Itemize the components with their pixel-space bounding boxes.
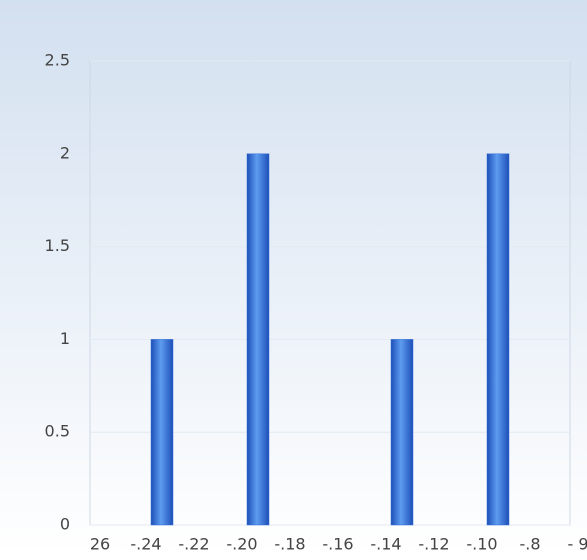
y-tick-label: 0.5 <box>45 422 70 441</box>
y-tick-label: 2.5 <box>45 51 70 70</box>
x-tick-label: -.8 <box>519 535 540 554</box>
x-tick-label: -.22 <box>178 535 209 554</box>
y-tick-label: 1 <box>60 329 70 348</box>
x-tick-label: -.18 <box>274 535 305 554</box>
bar <box>486 153 510 526</box>
x-tick-label: -.24 <box>130 535 161 554</box>
y-tick-label: 0 <box>60 515 70 534</box>
x-tick-label: -.14 <box>370 535 401 554</box>
x-tick-label: -.16 <box>322 535 353 554</box>
y-tick-label: 1.5 <box>45 236 70 255</box>
bar <box>390 339 414 526</box>
x-tick-label: -.10 <box>466 535 497 554</box>
y-tick-label: 2 <box>60 143 70 162</box>
x-tick-label: -.12 <box>418 535 449 554</box>
x-tick-label: - 9 <box>567 535 587 554</box>
bar <box>246 153 270 526</box>
x-tick-label: -.20 <box>226 535 257 554</box>
bar <box>150 339 174 526</box>
x-tick-label: 26 <box>90 535 110 554</box>
